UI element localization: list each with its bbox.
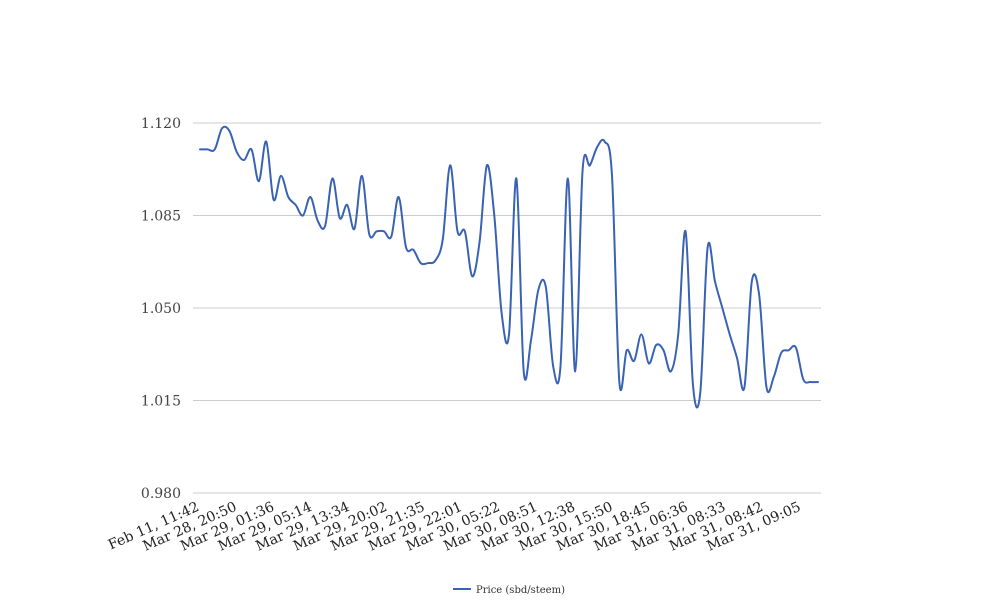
grid-lines <box>193 122 821 494</box>
series-lines <box>199 125 819 409</box>
y-tick-label: 0.980 <box>141 486 181 502</box>
y-tick-label: 1.015 <box>141 394 181 410</box>
y-axis-ticks: 0.980 1.015 1.050 1.085 1.120 <box>141 116 181 502</box>
y-tick-label: 1.120 <box>141 116 181 132</box>
legend-label: Price (sbd/steem) <box>476 585 565 596</box>
price-series-line <box>199 125 819 409</box>
y-tick-label: 1.085 <box>141 209 181 225</box>
y-tick-label: 1.050 <box>141 301 181 317</box>
legend: Price (sbd/steem) <box>453 585 565 596</box>
